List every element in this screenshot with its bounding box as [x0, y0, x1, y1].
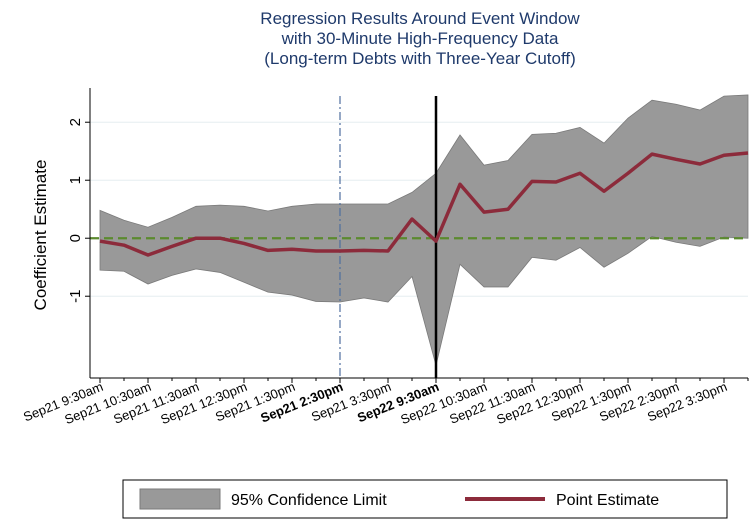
legend-label: Point Estimate [556, 492, 659, 509]
y-tick-label: 1 [67, 176, 84, 184]
chart-title: with 30-Minute High-Frequency Data [281, 29, 559, 48]
legend-swatch [139, 488, 221, 510]
y-tick-label: 2 [67, 118, 84, 126]
chart-title: (Long-term Debts with Three-Year Cutoff) [264, 49, 576, 68]
y-tick-label: 0 [67, 234, 84, 242]
legend [122, 479, 728, 519]
legend-label: 95% Confidence Limit [231, 492, 387, 509]
point-estimate-line [99, 151, 749, 257]
chart-title: Regression Results Around Event Window [260, 9, 580, 28]
y-axis-title: Coefficient Estimate [31, 160, 50, 311]
y-tick-label: -1 [67, 290, 84, 303]
